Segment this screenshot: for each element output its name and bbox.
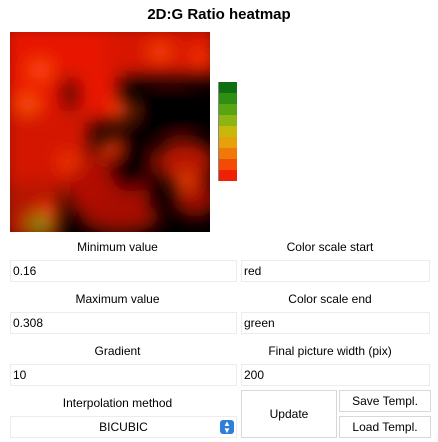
color-scale-swatch [219,82,237,93]
picture-width-label: Final picture width (pix) [268,344,392,358]
gradient-field[interactable] [10,364,237,386]
select-stepper-icon[interactable]: ▲ ▼ [220,420,234,435]
update-button[interactable]: Update [241,390,337,438]
color-scale-swatch [219,170,237,181]
min-value-label: Minimum value [77,240,158,254]
picture-width-field[interactable] [241,364,430,386]
scale-start-field[interactable] [241,260,430,282]
color-scale-swatch [219,104,237,115]
heatmap-image [10,32,210,232]
gradient-label: Gradient [94,344,141,358]
interpolation-select[interactable]: BICUBIC ▲ ▼ [10,416,237,438]
color-scale-legend [218,82,237,181]
scale-end-field[interactable] [241,312,430,334]
max-value-label: Maximum value [75,292,160,306]
load-template-button[interactable]: Load Templ. [339,416,431,438]
save-template-button[interactable]: Save Templ. [339,390,431,412]
max-value-field[interactable] [10,312,237,334]
scale-end-label: Color scale end [288,292,372,306]
color-scale-swatch [219,159,237,170]
min-value-field[interactable] [10,260,237,282]
color-scale-swatch [219,148,237,159]
color-scale-swatch [219,126,237,137]
interpolation-selected-value: BICUBIC [99,420,148,434]
interpolation-label: Interpolation method [62,396,173,410]
color-scale-swatch [219,115,237,126]
color-scale-swatch [219,137,237,148]
scale-start-label: Color scale start [286,240,374,254]
window-title: 2D:G Ratio heatmap [147,6,291,23]
color-scale-swatch [219,93,237,104]
